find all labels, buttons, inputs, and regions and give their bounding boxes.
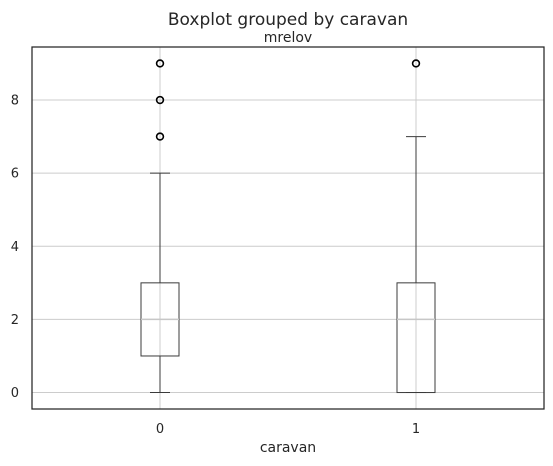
chart-title: mrelov xyxy=(264,30,312,46)
y-tick-label: 8 xyxy=(11,94,19,109)
box-iqr xyxy=(396,282,436,394)
box-layer xyxy=(140,59,436,394)
y-tick-label: 4 xyxy=(11,240,19,255)
outlier-point xyxy=(155,95,165,105)
x-tick-label: 0 xyxy=(156,422,164,437)
y-tick-label: 2 xyxy=(11,313,19,328)
x-tick-label: 1 xyxy=(412,422,420,437)
y-tick-label: 6 xyxy=(11,167,19,182)
tick-labels: 0 2 4 6 8 0 1 xyxy=(11,94,420,437)
chart-suptitle: Boxplot grouped by caravan xyxy=(168,10,408,30)
plot-frame xyxy=(31,46,545,410)
grid-lines xyxy=(32,47,544,409)
outlier-point xyxy=(411,59,421,68)
outlier-point xyxy=(155,59,165,68)
x-axis-label: caravan xyxy=(260,440,316,456)
y-tick-label: 0 xyxy=(11,386,19,401)
outlier-point xyxy=(155,132,165,141)
